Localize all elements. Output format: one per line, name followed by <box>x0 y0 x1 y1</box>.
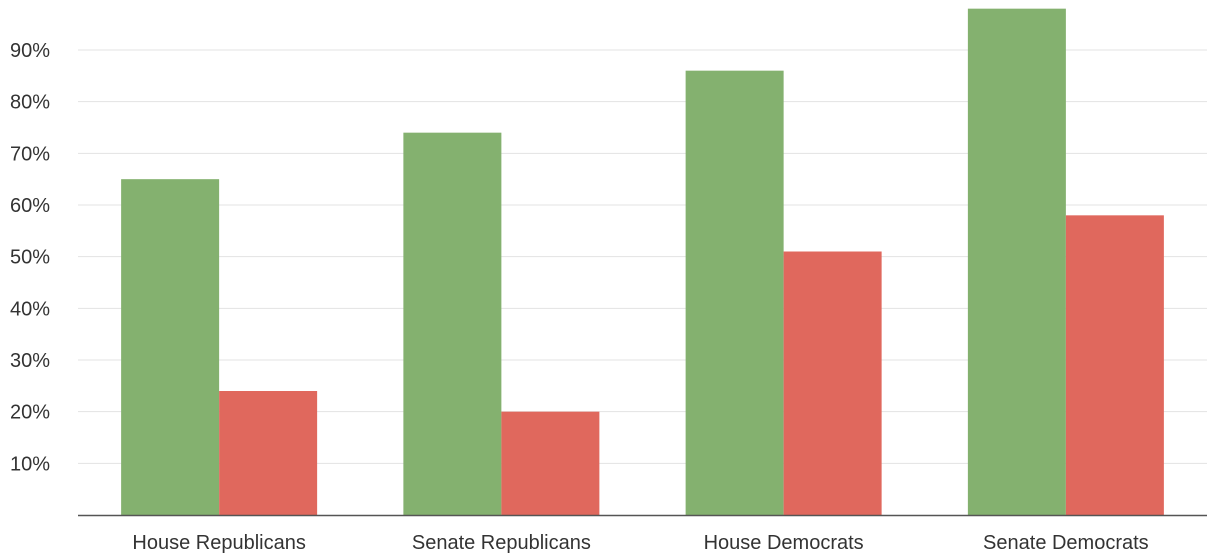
bars <box>121 8 1164 516</box>
x-category-label: House Republicans <box>132 532 305 554</box>
bar-series-1 <box>685 70 784 516</box>
x-category-label: House Democrats <box>704 532 864 554</box>
y-axis-ticks: 10% 20% 30% 40% 50% 60% 70% 80% 90% <box>10 40 50 475</box>
bar-series-2 <box>219 391 318 515</box>
y-tick-label: 90% <box>10 40 50 62</box>
y-tick-label: 20% <box>10 402 50 424</box>
bar-series-1 <box>403 132 502 515</box>
x-axis-categories: House Republicans Senate Republicans House… <box>132 532 1148 554</box>
x-category-label: Senate Republicans <box>412 532 591 554</box>
bar-series-1 <box>967 8 1066 516</box>
x-category-label: Senate Democrats <box>983 532 1149 554</box>
y-tick-label: 80% <box>10 92 50 114</box>
y-tick-label: 30% <box>10 350 50 372</box>
y-tick-label: 50% <box>10 247 50 269</box>
y-tick-label: 60% <box>10 195 50 217</box>
bar-series-2 <box>501 411 600 515</box>
y-tick-label: 40% <box>10 298 50 320</box>
bar-series-2 <box>783 251 882 515</box>
bar-series-1 <box>121 179 220 515</box>
bar-series-2 <box>1065 215 1164 516</box>
y-tick-label: 10% <box>10 453 50 475</box>
y-tick-label: 70% <box>10 143 50 165</box>
